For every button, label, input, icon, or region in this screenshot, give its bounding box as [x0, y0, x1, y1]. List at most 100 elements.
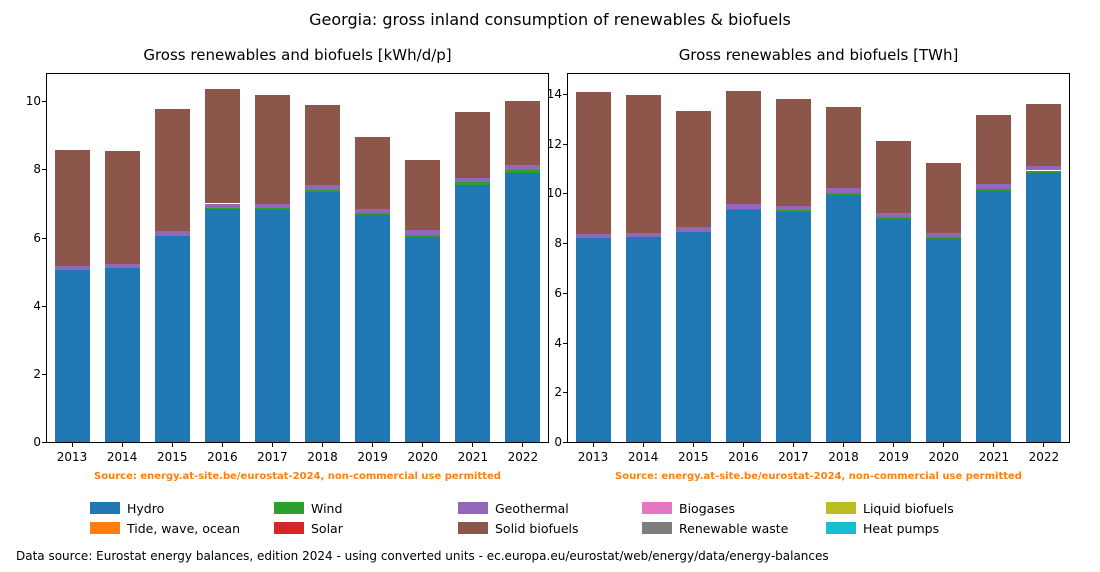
- bar-segment-geothermal: [626, 233, 661, 237]
- legend-label: Biogases: [679, 501, 735, 516]
- bar-segment-hydro: [355, 215, 390, 442]
- xtick-mark: [993, 442, 994, 447]
- xtick-mark: [372, 442, 373, 447]
- legend-item-solid_biofuels: Solid biofuels: [458, 521, 642, 536]
- bar-segment-solid_biofuels: [155, 109, 190, 232]
- subplot-right-title: Gross renewables and biofuels [TWh]: [568, 46, 1069, 64]
- bar-segment-wind: [355, 213, 390, 215]
- subplot-right: Gross renewables and biofuels [TWh] 0246…: [567, 73, 1070, 443]
- bar-segment-wind: [976, 189, 1011, 191]
- bar-segment-solid_biofuels: [455, 112, 490, 178]
- xtick-label: 2022: [498, 450, 548, 464]
- bar-segment-geothermal: [205, 204, 240, 208]
- xtick-mark: [272, 442, 273, 447]
- ytick-mark: [563, 343, 568, 344]
- ytick-mark: [563, 392, 568, 393]
- legend-swatch: [642, 502, 672, 514]
- bar-segment-solid_biofuels: [405, 160, 440, 230]
- bar-segment-hydro: [255, 210, 290, 442]
- xtick-label: 2022: [1019, 450, 1069, 464]
- bar-segment-geothermal: [255, 204, 290, 208]
- bar-segment-geothermal: [505, 165, 540, 169]
- bar-segment-wind: [726, 209, 761, 210]
- legend-swatch: [90, 522, 120, 534]
- ytick-label: 4: [534, 336, 562, 350]
- ytick-label: 0: [13, 435, 41, 449]
- legend-swatch: [458, 522, 488, 534]
- bar-segment-geothermal: [55, 266, 90, 270]
- bar-segment-hydro: [155, 236, 190, 442]
- legend-item-renewable_waste: Renewable waste: [642, 521, 826, 536]
- xtick-label: 2021: [448, 450, 498, 464]
- legend: HydroWindGeothermalBiogasesLiquid biofue…: [90, 498, 1010, 538]
- xtick-mark: [1043, 442, 1044, 447]
- bar-segment-solid_biofuels: [576, 92, 611, 234]
- xtick-label: 2021: [969, 450, 1019, 464]
- ytick-label: 6: [534, 286, 562, 300]
- legend-label: Heat pumps: [863, 521, 939, 536]
- bar-segment-hydro: [726, 210, 761, 442]
- bar-segment-solid_biofuels: [626, 95, 661, 233]
- bar-segment-solid_biofuels: [1026, 104, 1061, 166]
- xtick-label: 2020: [398, 450, 448, 464]
- xtick-mark: [893, 442, 894, 447]
- subplot-left: Gross renewables and biofuels [kWh/d/p] …: [46, 73, 549, 443]
- bar-segment-hydro: [505, 173, 540, 442]
- legend-swatch: [274, 502, 304, 514]
- xtick-mark: [72, 442, 73, 447]
- legend-swatch: [826, 522, 856, 534]
- xtick-label: 2017: [768, 450, 818, 464]
- legend-label: Tide, wave, ocean: [127, 521, 240, 536]
- legend-item-solar: Solar: [274, 521, 458, 536]
- bar-segment-hydro: [105, 268, 140, 442]
- bar-segment-solid_biofuels: [505, 101, 540, 166]
- bar-segment-hydro: [455, 185, 490, 442]
- bar-segment-geothermal: [355, 209, 390, 213]
- ytick-mark: [42, 101, 47, 102]
- ytick-label: 0: [534, 435, 562, 449]
- legend-item-tide_wave_ocean: Tide, wave, ocean: [90, 521, 274, 536]
- legend-label: Liquid biofuels: [863, 501, 954, 516]
- ytick-label: 14: [534, 87, 562, 101]
- subplot-left-source-note: Source: energy.at-site.be/eurostat-2024,…: [47, 471, 548, 482]
- xtick-label: 2015: [147, 450, 197, 464]
- legend-row: HydroWindGeothermalBiogasesLiquid biofue…: [90, 498, 1010, 518]
- bar-segment-hydro: [405, 237, 440, 442]
- ytick-mark: [563, 442, 568, 443]
- bar-segment-geothermal: [876, 213, 911, 217]
- bar-segment-geothermal: [305, 185, 340, 189]
- bar-segment-geothermal: [676, 227, 711, 231]
- legend-swatch: [90, 502, 120, 514]
- subplot-left-plotarea: 0246810201320142015201620172018201920202…: [47, 74, 548, 442]
- bar-segment-hydro: [776, 212, 811, 442]
- legend-item-liquid_biofuels: Liquid biofuels: [826, 501, 1010, 516]
- ytick-mark: [563, 293, 568, 294]
- bar-segment-solid_biofuels: [926, 163, 961, 233]
- legend-label: Solar: [311, 521, 343, 536]
- legend-label: Hydro: [127, 501, 164, 516]
- ytick-label: 10: [13, 94, 41, 108]
- xtick-label: 2013: [47, 450, 97, 464]
- xtick-mark: [743, 442, 744, 447]
- bar-segment-wind: [826, 193, 861, 195]
- xtick-label: 2020: [919, 450, 969, 464]
- bar-segment-geothermal: [105, 264, 140, 268]
- ytick-label: 10: [534, 186, 562, 200]
- xtick-mark: [172, 442, 173, 447]
- bar-segment-hydro: [626, 237, 661, 442]
- legend-label: Renewable waste: [679, 521, 788, 536]
- bar-segment-hydro: [305, 192, 340, 442]
- bar-segment-geothermal: [776, 206, 811, 210]
- legend-item-hydro: Hydro: [90, 501, 274, 516]
- legend-label: Wind: [311, 501, 342, 516]
- ytick-label: 2: [534, 385, 562, 399]
- bar-segment-geothermal: [405, 230, 440, 234]
- xtick-mark: [222, 442, 223, 447]
- legend-item-wind: Wind: [274, 501, 458, 516]
- bar-segment-geothermal: [976, 184, 1011, 188]
- bar-segment-hydro: [676, 232, 711, 442]
- bar-segment-wind: [405, 235, 440, 237]
- xtick-mark: [843, 442, 844, 447]
- xtick-mark: [793, 442, 794, 447]
- xtick-label: 2017: [247, 450, 297, 464]
